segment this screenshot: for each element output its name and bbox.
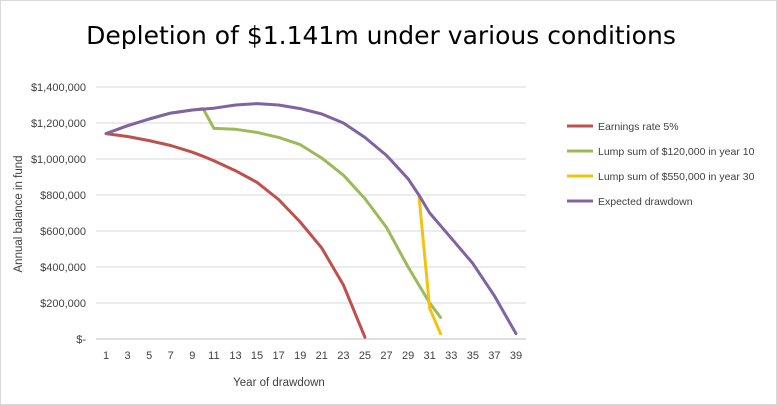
x-tick-label: 15 xyxy=(251,350,263,362)
chart-title: Depletion of $1.141m under various condi… xyxy=(86,21,676,50)
y-tick-label: $200,000 xyxy=(40,298,86,310)
x-tick-label: 29 xyxy=(402,350,414,362)
legend-label: Lump sum of $120,000 in year 10 xyxy=(598,146,755,158)
legend-label: Lump sum of $550,000 in year 30 xyxy=(598,171,755,183)
x-tick-label: 39 xyxy=(510,350,522,362)
x-tick-label: 37 xyxy=(488,350,500,362)
series-lines xyxy=(104,102,518,339)
y-axis-ticks: $- $200,000 $400,000 $600,000 $800,000 $1,000… xyxy=(31,82,86,346)
x-tick-label: 19 xyxy=(294,350,306,362)
x-tick-label: 1 xyxy=(103,350,109,362)
x-tick-label: 21 xyxy=(316,350,328,362)
y-tick-label: $600,000 xyxy=(40,226,86,238)
x-tick-label: 25 xyxy=(359,350,371,362)
legend-label: Expected drawdown xyxy=(598,196,693,208)
series-line-3 xyxy=(417,193,442,336)
x-tick-label: 9 xyxy=(189,350,195,362)
legend-label: Earnings rate 5% xyxy=(598,121,679,133)
x-tick-label: 13 xyxy=(229,350,241,362)
x-tick-label: 33 xyxy=(445,350,457,362)
x-tick-label: 5 xyxy=(146,350,152,362)
x-tick-label: 3 xyxy=(125,350,131,362)
y-tick-label: $1,200,000 xyxy=(31,118,86,130)
y-tick-label: $800,000 xyxy=(40,190,86,202)
series-line-4 xyxy=(104,102,518,336)
y-tick-label: $1,000,000 xyxy=(31,154,86,166)
y-axis-label: Annual balance in fund xyxy=(13,155,25,272)
x-tick-label: 17 xyxy=(273,350,285,362)
series-line-1 xyxy=(104,132,367,339)
x-tick-label: 31 xyxy=(424,350,436,362)
gridlines xyxy=(96,86,526,304)
x-axis-ticks: 1 3 5 7 9 11 13 15 17 19 21 23 25 27 29 31 33 35 37 39 xyxy=(103,350,522,362)
series-line-2 xyxy=(104,107,442,319)
x-tick-label: 27 xyxy=(380,350,392,362)
y-tick-label: $400,000 xyxy=(40,262,86,274)
x-tick-label: 11 xyxy=(208,350,219,362)
x-tick-label: 35 xyxy=(467,350,479,362)
y-tick-label: $1,400,000 xyxy=(31,82,86,94)
y-tick-label: $- xyxy=(76,334,86,346)
x-axis-label: Year of drawdown xyxy=(233,377,325,389)
x-tick-label: 23 xyxy=(337,350,349,362)
x-tick-label: 7 xyxy=(168,350,174,362)
legend: Earnings rate 5% Lump sum of $120,000 in … xyxy=(567,121,755,208)
